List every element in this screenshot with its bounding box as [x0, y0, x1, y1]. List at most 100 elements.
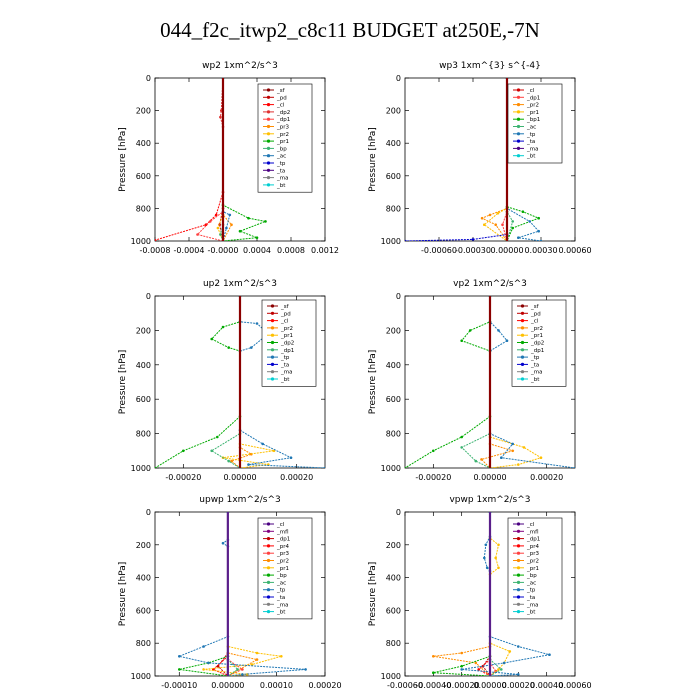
legend-marker — [520, 326, 525, 330]
y-tick-label: 600 — [386, 395, 401, 404]
legend-label: _sf — [276, 88, 286, 94]
legend-marker — [266, 176, 271, 180]
data-point — [537, 216, 540, 220]
panel-title: up2 1xm^2/s^3 — [203, 279, 277, 289]
y-tick-label: 200 — [136, 326, 151, 335]
data-point — [261, 442, 265, 446]
legend-marker — [520, 362, 525, 366]
legend-label: _pr4 — [526, 544, 540, 550]
legend-marker — [270, 377, 275, 381]
data-point — [497, 668, 500, 671]
data-point — [511, 226, 514, 230]
legend-marker — [266, 88, 271, 92]
legend-box — [257, 517, 313, 620]
data-point — [247, 216, 250, 220]
y-tick-label: 600 — [136, 395, 151, 404]
plot-frame — [404, 77, 576, 242]
data-point — [511, 220, 514, 223]
series-line-bp1 — [506, 78, 541, 241]
y-tick-label: 600 — [386, 172, 401, 181]
data-point — [477, 668, 481, 671]
series-line-pr4 — [477, 512, 491, 676]
legend-label: _bt — [276, 183, 286, 189]
x-tick-label: 0.00020 — [280, 473, 313, 482]
figure-title: 044_f2c_itwp2_c8c11 BUDGET at250E,-7N — [160, 18, 540, 42]
legend-marker — [266, 566, 271, 570]
legend-marker — [520, 377, 525, 381]
legend-box — [507, 517, 563, 620]
data-point — [255, 658, 259, 661]
y-tick-label: 1000 — [381, 237, 401, 246]
legend-marker — [266, 154, 271, 158]
legend-marker — [266, 602, 271, 606]
y-tick-label: 600 — [136, 172, 151, 181]
legend-label: _ma — [526, 602, 538, 608]
legend-marker — [266, 544, 271, 548]
y-tick-label: 0 — [146, 508, 151, 517]
legend-marker — [270, 348, 275, 352]
panel-title: vp2 1xm^2/s^3 — [453, 279, 527, 289]
legend-marker — [266, 103, 271, 107]
y-tick-label: 200 — [136, 541, 151, 550]
data-point — [405, 466, 407, 468]
legend-label: _cl — [530, 319, 539, 325]
legend-marker — [516, 588, 521, 592]
legend-marker — [516, 117, 521, 121]
x-tick-label: 0.00000 — [211, 681, 244, 690]
data-point — [323, 466, 325, 468]
data-point — [155, 466, 157, 468]
data-point — [219, 115, 222, 119]
legend-box — [257, 83, 313, 193]
legend-marker — [516, 580, 521, 585]
data-point — [250, 346, 253, 349]
data-point — [494, 223, 498, 226]
legend-label: _cl — [276, 522, 285, 528]
series-line-pr1 — [483, 78, 508, 241]
panel-title: vpwp 1xm^2/s^3 — [449, 495, 530, 505]
legend-marker — [516, 146, 521, 150]
legend-label: _dp1 — [526, 95, 540, 101]
series-line-ta — [405, 78, 508, 241]
x-tick-label: 0.00060 — [558, 246, 591, 255]
legend-marker — [516, 103, 521, 107]
data-point — [196, 233, 199, 236]
data-point — [216, 226, 220, 230]
legend-marker — [520, 370, 525, 374]
legend-label: _dp1 — [276, 537, 290, 543]
legend-label: _cl — [526, 88, 535, 94]
legend-marker — [516, 595, 521, 599]
data-point — [209, 220, 212, 223]
legend-label: _ta — [530, 362, 539, 368]
legend-marker — [520, 311, 525, 315]
data-point — [204, 223, 208, 226]
x-tick-label: 0.00000 — [223, 473, 256, 482]
data-point — [500, 668, 503, 671]
legend-marker — [520, 340, 525, 345]
legend-marker — [516, 139, 521, 143]
data-point — [539, 456, 543, 460]
y-tick-label: 1000 — [131, 237, 151, 246]
legend-label: _pd — [530, 311, 541, 317]
x-tick-label: -0.0008 — [140, 246, 171, 255]
data-point — [497, 543, 500, 547]
data-point — [528, 220, 531, 223]
data-point — [483, 556, 486, 560]
legend-marker — [270, 355, 275, 359]
data-point — [460, 446, 464, 449]
x-tick-label: 0.00030 — [524, 246, 557, 255]
data-point — [522, 446, 526, 449]
data-point — [247, 463, 250, 466]
y-tick-label: 200 — [136, 107, 151, 116]
legend-marker — [516, 537, 521, 541]
legend-label: _pr1 — [530, 333, 543, 339]
data-point — [405, 239, 407, 241]
series-line-tp — [489, 296, 575, 468]
data-point — [573, 466, 575, 468]
legend-label: _ma — [530, 370, 542, 376]
legend-marker — [266, 537, 271, 541]
panel-5: upwp 1xm^2/s^3 Pressure [hPa] 0 200 400 600 80… — [118, 495, 342, 690]
legend-marker — [270, 333, 275, 337]
legend-label: _pr1 — [276, 139, 289, 145]
legend-label: _mfl — [276, 529, 289, 535]
legend-label: _pr1 — [526, 110, 539, 116]
